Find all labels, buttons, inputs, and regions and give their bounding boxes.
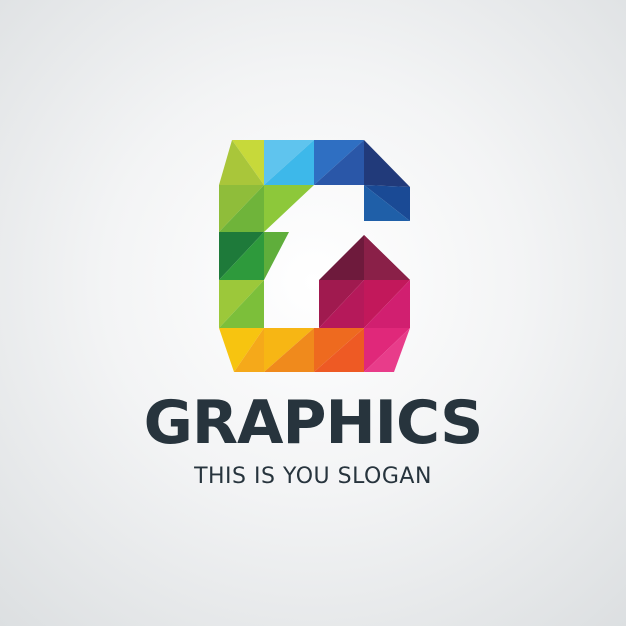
letter-g-polygon-icon (214, 135, 412, 377)
brand-name: GRAPHICS (0, 388, 626, 458)
slogan: THIS IS YOU SLOGAN (0, 462, 626, 492)
